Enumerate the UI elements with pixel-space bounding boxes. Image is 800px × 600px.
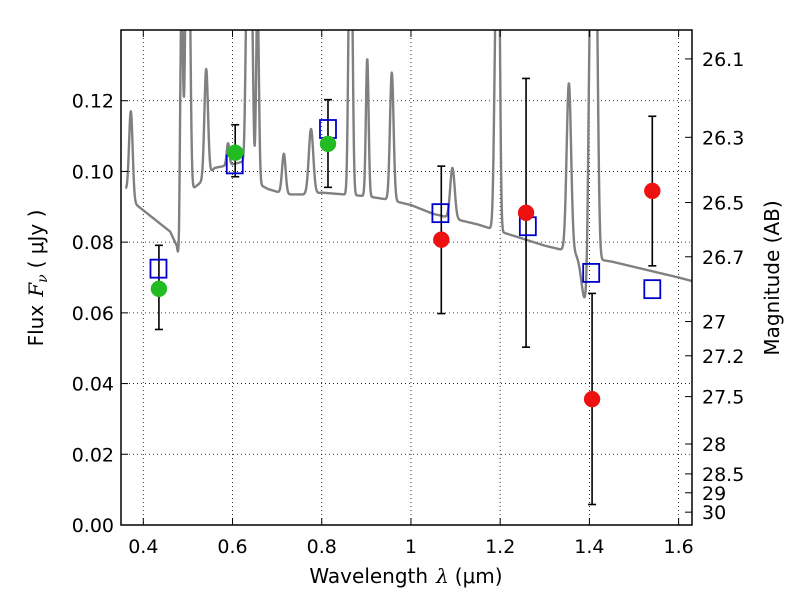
green-data-point bbox=[226, 144, 244, 161]
right-tick-label: 27.2 bbox=[702, 346, 744, 368]
y-tick-label: 0.06 bbox=[72, 303, 114, 325]
y-tick-label: 0.00 bbox=[72, 515, 114, 537]
y-tick-label: 0.12 bbox=[72, 91, 114, 113]
y-axis-label-symbol: F bbox=[24, 282, 48, 298]
x-tick-label: 1.2 bbox=[485, 536, 515, 558]
model-square-marker bbox=[582, 263, 601, 283]
y-axis-label: Flux Fν ( μJy ) bbox=[24, 210, 51, 347]
plot-frame bbox=[120, 29, 693, 526]
y-tick-label: 0.10 bbox=[72, 161, 114, 183]
grid bbox=[121, 30, 692, 526]
x-tick-label: 0.4 bbox=[128, 536, 158, 558]
green-data-point bbox=[319, 135, 337, 153]
model-spectrum-layer bbox=[124, 30, 692, 299]
x-axis-label-symbol: λ bbox=[435, 564, 449, 588]
red-data-point bbox=[644, 182, 661, 200]
red-data-point bbox=[583, 390, 601, 408]
errorbar-layer bbox=[154, 77, 657, 506]
right-tick-label: 30 bbox=[702, 502, 726, 524]
right-tick-label: 26.5 bbox=[702, 193, 744, 215]
y-axis-label-prefix: Flux bbox=[24, 305, 48, 347]
model-square-marker bbox=[643, 279, 662, 300]
right-tick-label: 28.5 bbox=[702, 464, 744, 486]
x-axis-ticks: 0.4 0.6 0.8 1 1.2 1.4 1.6 bbox=[128, 30, 694, 558]
model-square-marker bbox=[149, 258, 168, 279]
x-tick-label: 0.8 bbox=[307, 536, 337, 558]
y-tick-label: 0.08 bbox=[72, 232, 114, 254]
red-data-point bbox=[433, 231, 450, 248]
right-tick-label: 26.1 bbox=[702, 49, 744, 71]
right-tick-label: 26.7 bbox=[702, 247, 744, 269]
y-axis-label-subscript: ν bbox=[35, 274, 51, 283]
y-tick-label: 0.02 bbox=[72, 444, 114, 466]
y-axis-label-unit: ( μJy ) bbox=[24, 210, 48, 269]
right-tick-label: 29 bbox=[702, 483, 726, 505]
data-points-layer bbox=[150, 135, 661, 408]
model-square-marker bbox=[431, 203, 450, 224]
green-data-point bbox=[150, 280, 168, 298]
y-tick-label: 0.04 bbox=[72, 374, 114, 396]
model-spectrum-line bbox=[124, 30, 692, 299]
x-axis-label-prefix: Wavelength bbox=[309, 564, 428, 588]
right-tick-label: 26.3 bbox=[702, 127, 744, 149]
x-tick-label: 1.4 bbox=[574, 536, 604, 558]
x-axis-label-unit: (μm) bbox=[455, 564, 503, 588]
red-data-point bbox=[517, 204, 535, 222]
y-axis-ticks: 0.00 0.02 0.04 0.06 0.08 0.10 0.12 bbox=[72, 91, 128, 537]
x-tick-label: 1.6 bbox=[664, 536, 694, 558]
right-axis-label: Magnitude (AB) bbox=[760, 200, 784, 355]
right-tick-label: 27 bbox=[702, 312, 726, 334]
right-tick-label: 28 bbox=[702, 434, 726, 456]
x-tick-label: 0.6 bbox=[217, 536, 247, 558]
x-tick-label: 1 bbox=[405, 536, 417, 558]
right-tick-label: 27.5 bbox=[702, 387, 744, 409]
x-axis-label: Wavelength λ (μm) bbox=[309, 564, 502, 588]
